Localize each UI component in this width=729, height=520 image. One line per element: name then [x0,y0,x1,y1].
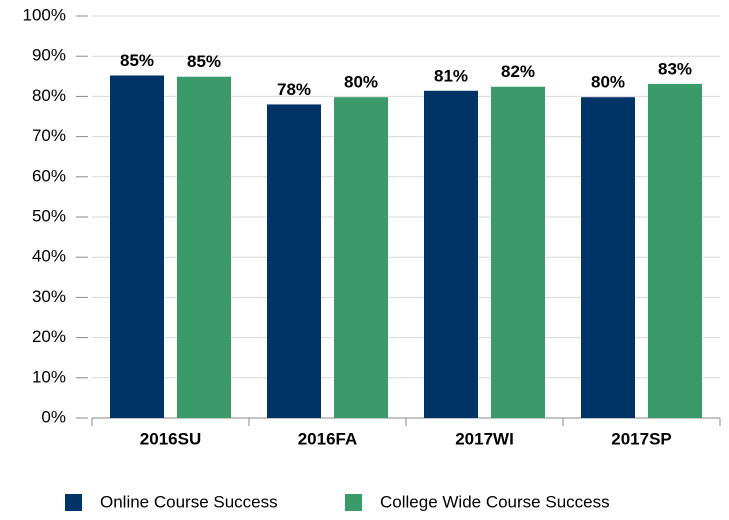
value-label: 80% [344,73,378,92]
bar [648,83,702,419]
legend-swatch [345,494,362,511]
bar [177,76,231,419]
bar [334,97,388,418]
y-tick-label: 90% [32,46,66,65]
y-tick-label: 10% [32,367,66,386]
value-label: 78% [277,80,311,99]
value-label: 85% [187,52,221,71]
bar [424,90,478,418]
bar [110,75,164,418]
x-tick-label: 2017WI [455,429,514,448]
x-tick-label: 2016SU [140,429,201,448]
legend-swatch [65,494,82,511]
value-label: 81% [434,66,468,85]
y-tick-label: 100% [23,5,66,24]
y-tick-label: 0% [41,407,66,426]
legend-label: College Wide Course Success [380,492,610,511]
y-tick-label: 30% [32,287,66,306]
legend-label: Online Course Success [100,492,278,511]
value-label: 85% [120,51,154,70]
y-tick-label: 50% [32,206,66,225]
value-label: 80% [591,73,625,92]
x-tick-label: 2017SP [611,429,672,448]
x-tick-label: 2016FA [298,429,358,448]
bar [581,97,635,418]
y-tick-label: 60% [32,166,66,185]
y-tick-label: 40% [32,247,66,266]
bar [491,86,545,418]
y-tick-label: 70% [32,126,66,145]
value-label: 83% [658,59,692,78]
bar [267,104,321,418]
value-label: 82% [501,62,535,81]
y-tick-label: 80% [32,86,66,105]
y-tick-label: 20% [32,327,66,346]
